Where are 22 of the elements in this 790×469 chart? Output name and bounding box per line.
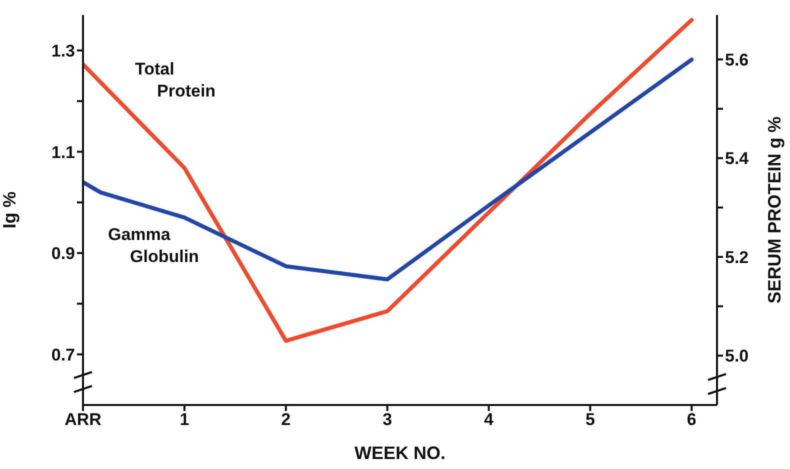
- line-series: [83, 58, 694, 282]
- y-tick-label: 1.1: [51, 142, 75, 162]
- line-series: [83, 18, 694, 343]
- x-tick-label: 2: [281, 410, 291, 430]
- y-axis-title: Ig %: [0, 191, 20, 229]
- x-axis-title: WEEK NO.: [354, 443, 446, 463]
- x-tick-label: 3: [382, 410, 392, 430]
- x-tick-label: 5: [585, 410, 595, 430]
- x-tick-label: 1: [180, 410, 190, 430]
- series-label: Gamma Globulin: [108, 225, 199, 266]
- series-label: Total Protein: [135, 59, 216, 100]
- y2-axis-title: SERUM PROTEIN g %: [764, 116, 784, 304]
- y2-tick-label: 5.6: [725, 50, 749, 70]
- y-tick-label: 0.7: [51, 345, 75, 364]
- x-tick-label: 4: [484, 410, 494, 430]
- y2-tick-label: 5.4: [725, 149, 750, 168]
- y2-tick-label: 5.0: [725, 346, 749, 366]
- y2-tick-label: 5.2: [725, 248, 749, 267]
- x-tick-label: ARR: [64, 410, 102, 430]
- y-tick-label: 1.3: [51, 41, 75, 60]
- x-tick-label: 6: [686, 410, 696, 430]
- y-tick-label: 0.9: [51, 244, 75, 264]
